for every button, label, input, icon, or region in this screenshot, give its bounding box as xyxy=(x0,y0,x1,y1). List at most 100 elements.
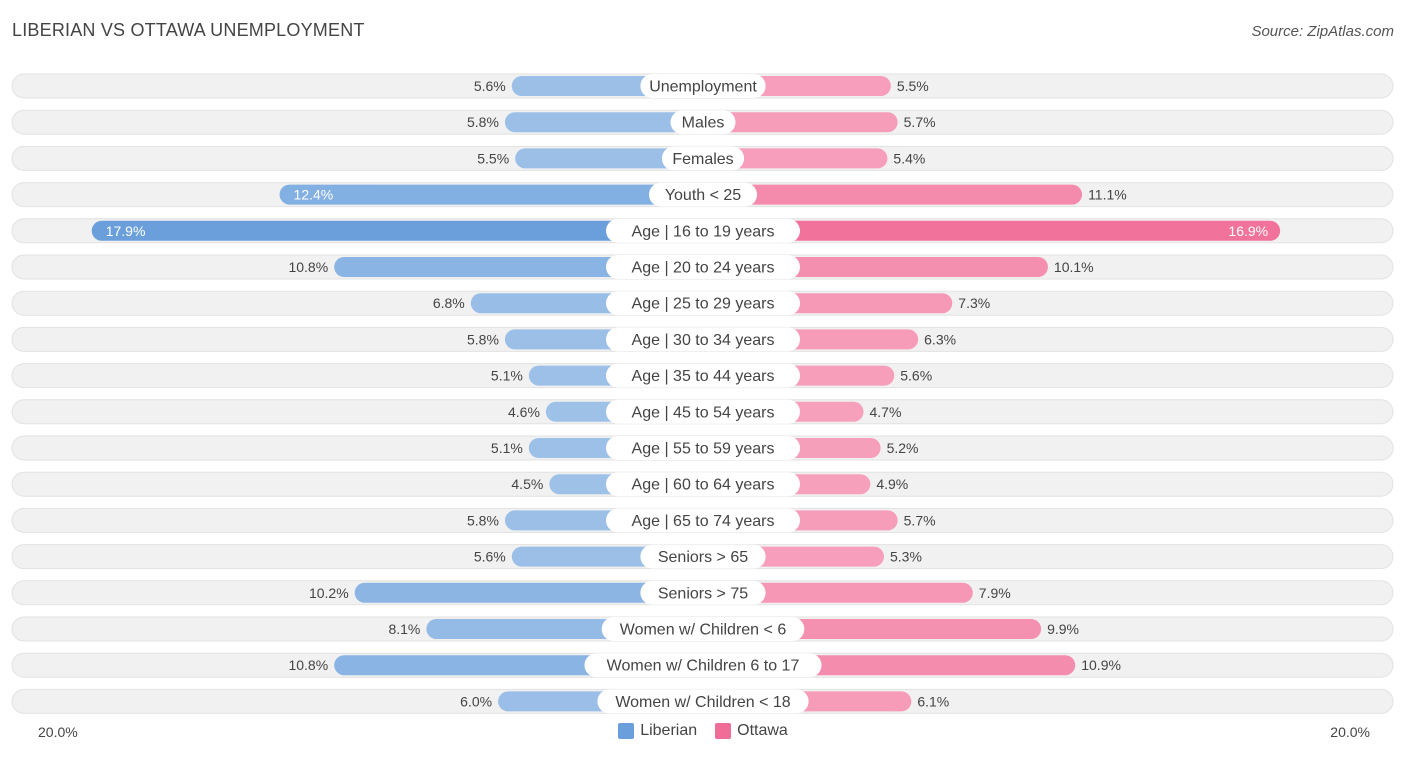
category-label: Age | 30 to 34 years xyxy=(632,332,775,349)
value-label-liberian: 5.8% xyxy=(467,512,499,528)
value-label-liberian: 17.9% xyxy=(106,223,146,239)
row-2: 5.5% 5.4% Females xyxy=(11,145,1394,171)
liberian-swatch xyxy=(618,723,635,739)
value-label-liberian: 4.5% xyxy=(511,476,543,492)
value-label-ottawa: 5.6% xyxy=(900,368,932,384)
bar-ottawa xyxy=(703,184,1083,205)
value-label-liberian: 12.4% xyxy=(294,187,334,203)
value-label-ottawa: 11.1% xyxy=(1088,187,1127,203)
value-label-ottawa: 7.3% xyxy=(958,295,990,311)
row-14: 10.2% 7.9% Seniors > 75 xyxy=(11,580,1394,606)
row-13: 5.6% 5.3% Seniors > 65 xyxy=(11,544,1394,570)
category-pill xyxy=(597,689,809,714)
row-6: 6.8% 7.3% Age | 25 to 29 years xyxy=(11,290,1394,316)
category-pill xyxy=(670,110,736,135)
category-label: Youth < 25 xyxy=(665,187,741,204)
category-label: Age | 25 to 29 years xyxy=(632,296,775,313)
value-label-ottawa: 10.1% xyxy=(1054,259,1094,275)
category-label: Age | 16 to 19 years xyxy=(632,223,775,240)
value-label-ottawa: 16.9% xyxy=(1228,223,1268,239)
value-label-ottawa: 5.5% xyxy=(897,78,929,94)
value-label-liberian: 5.8% xyxy=(467,331,499,347)
value-label-liberian: 5.1% xyxy=(491,368,523,384)
value-label-ottawa: 5.3% xyxy=(890,549,922,565)
category-pill xyxy=(606,255,800,279)
category-pill xyxy=(584,653,822,678)
category-pill xyxy=(661,146,745,171)
category-pill xyxy=(640,580,766,605)
value-label-liberian: 5.5% xyxy=(477,150,509,166)
bar-ottawa xyxy=(703,220,1281,241)
row-15: 8.1% 9.9% Women w/ Children < 6 xyxy=(11,616,1394,642)
category-pill xyxy=(649,182,757,207)
bar-liberian xyxy=(279,184,703,205)
value-label-liberian: 5.6% xyxy=(474,549,506,565)
category-label: Age | 45 to 54 years xyxy=(632,404,775,421)
value-label-ottawa: 5.2% xyxy=(887,440,919,456)
legend-item-liberian[interactable]: Liberian xyxy=(618,722,697,740)
value-label-liberian: 6.8% xyxy=(433,295,465,311)
bar-liberian xyxy=(504,112,703,133)
value-label-liberian: 5.8% xyxy=(467,114,499,130)
category-pill xyxy=(606,218,800,243)
category-pill xyxy=(606,291,800,316)
axis-left-label: 20.0% xyxy=(38,724,78,740)
bar-liberian xyxy=(354,582,703,603)
ottawa-swatch xyxy=(715,723,732,739)
value-label-ottawa: 5.4% xyxy=(893,150,925,166)
value-label-ottawa: 7.9% xyxy=(979,585,1011,601)
axis-right-label: 20.0% xyxy=(1330,724,1370,740)
bar-ottawa xyxy=(703,148,888,169)
category-pill xyxy=(640,544,766,569)
legend-label-ottawa: Ottawa xyxy=(737,722,788,739)
value-label-liberian: 4.6% xyxy=(508,404,540,420)
row-17: 6.0% 6.1% Women w/ Children < 18 xyxy=(11,688,1394,714)
value-label-ottawa: 4.9% xyxy=(876,476,908,492)
row-10: 5.1% 5.2% Age | 55 to 59 years xyxy=(11,435,1394,461)
bar-liberian xyxy=(91,220,704,241)
value-label-ottawa: 5.7% xyxy=(904,512,936,528)
value-label-liberian: 10.8% xyxy=(288,259,328,275)
category-label: Women w/ Children < 6 xyxy=(620,622,787,639)
category-pill xyxy=(606,399,800,424)
legend-item-ottawa[interactable]: Ottawa xyxy=(715,722,788,740)
value-label-ottawa: 6.3% xyxy=(924,331,956,347)
row-5: 10.8% 10.1% Age | 20 to 24 years xyxy=(11,254,1394,280)
category-pill xyxy=(601,617,805,641)
row-8: 5.1% 5.6% Age | 35 to 44 years xyxy=(11,363,1394,389)
value-label-ottawa: 10.9% xyxy=(1081,657,1121,673)
category-pill xyxy=(640,74,766,98)
value-label-ottawa: 5.7% xyxy=(904,114,936,130)
category-label: Women w/ Children < 18 xyxy=(615,694,790,711)
category-label: Age | 55 to 59 years xyxy=(632,441,775,458)
row-11: 4.5% 4.9% Age | 60 to 64 years xyxy=(11,471,1394,497)
row-16: 10.8% 10.9% Women w/ Children 6 to 17 xyxy=(11,652,1394,678)
row-4: 17.9% 16.9% Age | 16 to 19 years xyxy=(11,218,1394,244)
row-3: 12.4% 11.1% Youth < 25 xyxy=(11,182,1394,208)
source-label: Source: ZipAtlas.com xyxy=(1251,23,1394,40)
category-label: Age | 35 to 44 years xyxy=(632,368,775,385)
row-7: 5.8% 6.3% Age | 30 to 34 years xyxy=(11,326,1394,352)
category-label: Females xyxy=(672,151,733,168)
value-label-ottawa: 4.7% xyxy=(870,404,902,420)
category-pill xyxy=(606,436,800,460)
value-label-liberian: 10.2% xyxy=(309,585,349,601)
row-0: 5.6% 5.5% Unemployment xyxy=(11,73,1394,99)
value-label-liberian: 5.6% xyxy=(474,78,506,94)
row-12: 5.8% 5.7% Age | 65 to 74 years xyxy=(11,507,1394,533)
category-pill xyxy=(606,327,800,352)
legend-label-liberian: Liberian xyxy=(640,722,698,739)
category-label: Seniors > 75 xyxy=(658,585,748,602)
category-label: Women w/ Children 6 to 17 xyxy=(607,658,800,675)
value-label-liberian: 5.1% xyxy=(491,440,523,456)
value-label-ottawa: 9.9% xyxy=(1047,621,1079,637)
category-label: Age | 20 to 24 years xyxy=(632,260,775,277)
row-1: 5.8% 5.7% Males xyxy=(11,109,1394,135)
category-label: Unemployment xyxy=(649,79,757,96)
legend: Liberian Ottawa xyxy=(0,722,1406,740)
bar-ottawa xyxy=(703,582,973,603)
bar-liberian xyxy=(515,148,703,169)
category-pill xyxy=(606,472,800,497)
row-9: 4.6% 4.7% Age | 45 to 54 years xyxy=(11,399,1394,425)
